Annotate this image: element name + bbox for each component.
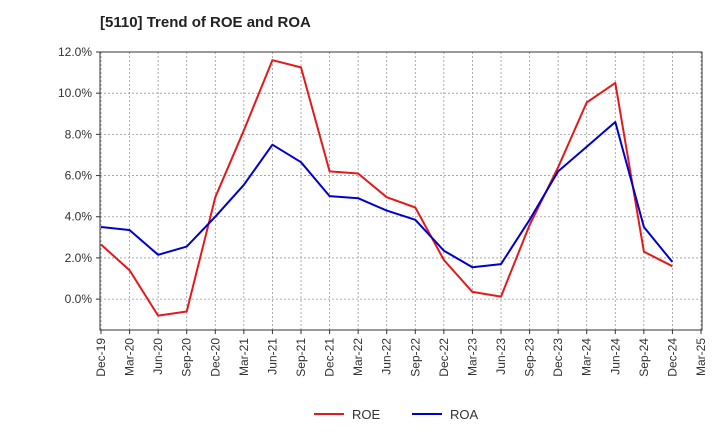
x-tick-label: Sep-20 <box>180 338 194 377</box>
x-tick-label: Mar-24 <box>580 338 594 376</box>
y-tick-label: 0.0% <box>65 292 93 306</box>
plot-frame <box>99 51 703 331</box>
x-tick-label: Mar-22 <box>351 338 365 376</box>
chart-title: [5110] Trend of ROE and ROA <box>100 14 311 31</box>
y-tick-label: 8.0% <box>65 127 93 141</box>
y-tick-label: 6.0% <box>65 169 93 183</box>
series-line-roa <box>100 121 674 269</box>
x-tick-label: Sep-23 <box>523 338 537 377</box>
x-tick-label: Mar-25 <box>694 338 708 376</box>
legend-label-roa: ROA <box>450 407 479 422</box>
x-tick-label: Dec-19 <box>94 338 108 377</box>
x-axis-labels: Dec-19 Mar-20 Jun-20 Sep-20 Dec-20 Mar-21 Jun-… <box>94 330 708 377</box>
y-tick-label: 2.0% <box>65 251 93 265</box>
x-tick-label: Dec-21 <box>323 338 337 377</box>
y-tick-label: 4.0% <box>65 210 93 224</box>
x-tick-label: Sep-21 <box>294 338 308 377</box>
x-tick-label: Sep-22 <box>408 338 422 377</box>
x-tick-label: Jun-22 <box>380 338 394 375</box>
x-tick-label: Jun-21 <box>265 338 279 375</box>
series-line-roe <box>100 59 673 317</box>
x-tick-label: Mar-20 <box>123 338 137 376</box>
x-tick-label: Sep-24 <box>637 338 651 377</box>
y-tick-label: 12.0% <box>58 45 92 59</box>
x-tick-label: Jun-23 <box>494 338 508 375</box>
x-tick-label: Dec-24 <box>665 338 679 377</box>
grid <box>100 51 702 330</box>
legend-label-roe: ROE <box>352 407 381 422</box>
x-tick-label: Dec-23 <box>551 338 565 377</box>
x-tick-label: Dec-20 <box>208 338 222 377</box>
x-tick-label: Mar-23 <box>465 338 479 376</box>
y-tick-label: 10.0% <box>58 86 92 100</box>
y-axis-labels: 12.0% 10.0% 8.0% 6.0% 4.0% 2.0% 0.0% <box>58 45 100 306</box>
x-tick-label: Jun-20 <box>151 338 165 375</box>
x-tick-label: Dec-22 <box>437 338 451 377</box>
x-tick-label: Jun-24 <box>608 338 622 375</box>
x-tick-label: Mar-21 <box>237 338 251 376</box>
series-lines <box>100 59 674 317</box>
legend: ROE ROA <box>314 407 479 422</box>
